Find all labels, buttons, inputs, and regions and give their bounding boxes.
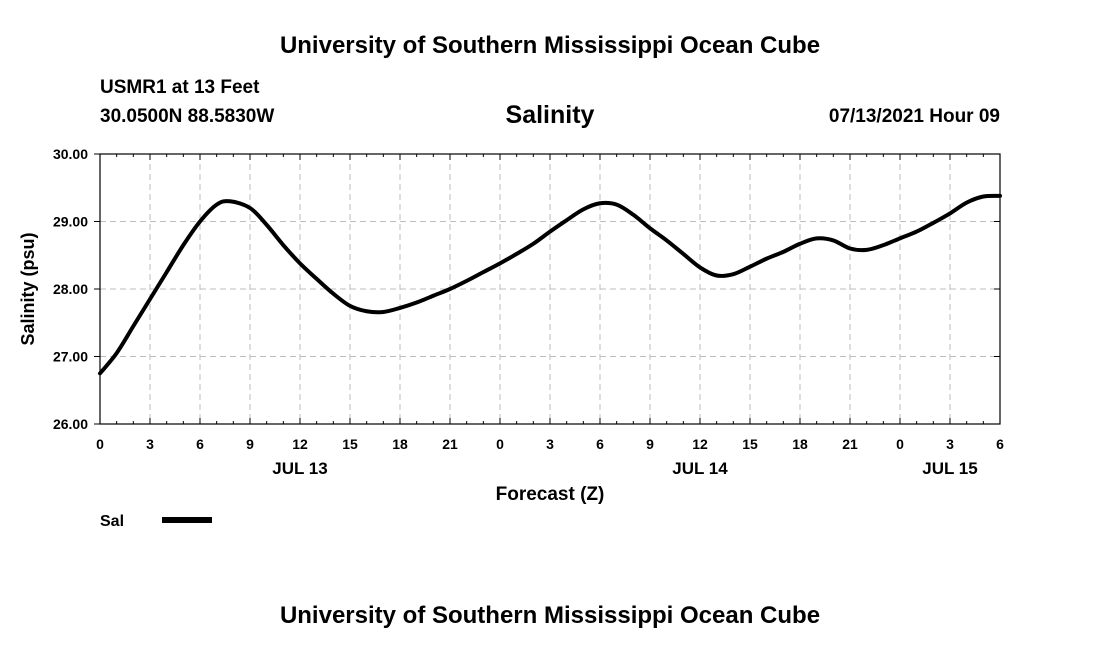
date-label: JUL 15 <box>922 459 977 478</box>
x-tick-label: 12 <box>292 436 308 452</box>
chart-title-bottom: University of Southern Mississippi Ocean… <box>279 602 821 629</box>
grid-lines <box>100 154 1000 424</box>
y-tick-label: 30.00 <box>53 146 88 162</box>
y-tick-label: 27.00 <box>53 349 88 365</box>
x-tick-labels: 0 3 6 9 12 15 18 21 0 3 6 9 12 15 18 21 0 3 6 <box>96 436 1004 452</box>
x-tick-label: 6 <box>996 436 1004 452</box>
date-label: JUL 14 <box>672 459 728 478</box>
station-label: USMR1 at 13 Feet <box>100 77 260 98</box>
x-tick-label: 18 <box>392 436 408 452</box>
x-tick-label: 6 <box>596 436 604 452</box>
y-axis-label: Salinity (psu) <box>18 232 38 345</box>
x-tick-label: 15 <box>342 436 358 452</box>
x-tick-label: 6 <box>196 436 204 452</box>
x-tick-label: 9 <box>646 436 654 452</box>
chart-title-top: University of Southern Mississippi Ocean… <box>279 32 821 59</box>
x-tick-label: 3 <box>546 436 554 452</box>
x-tick-label: 21 <box>442 436 458 452</box>
legend-label: Sal <box>100 513 124 530</box>
x-tick-label: 21 <box>842 436 858 452</box>
y-tick-label: 29.00 <box>53 214 88 230</box>
date-label: JUL 13 <box>272 459 327 478</box>
location-label: 30.0500N 88.5830W <box>100 106 275 127</box>
x-tick-label: 15 <box>742 436 758 452</box>
x-axis-label: Forecast (Z) <box>496 484 605 505</box>
date-labels: JUL 13 JUL 14 JUL 15 <box>272 459 977 478</box>
y-tick-label: 28.00 <box>53 281 88 297</box>
plot-frame <box>99 153 1001 425</box>
datetime-label: 07/13/2021 Hour 09 <box>828 106 1000 127</box>
x-tick-label: 0 <box>896 436 904 452</box>
x-tick-label: 18 <box>792 436 808 452</box>
x-tick-label: 3 <box>146 436 154 452</box>
x-tick-label: 9 <box>246 436 254 452</box>
x-tick-label: 0 <box>496 436 504 452</box>
y-tick-label: 26.00 <box>53 416 88 432</box>
x-tick-label: 3 <box>946 436 954 452</box>
x-tick-label: 12 <box>692 436 708 452</box>
series-line-sal <box>98 193 1002 376</box>
variable-title: Salinity <box>505 101 595 129</box>
x-tick-label: 0 <box>96 436 104 452</box>
y-tick-labels: 26.00 27.00 28.00 29.00 30.00 <box>53 146 88 432</box>
